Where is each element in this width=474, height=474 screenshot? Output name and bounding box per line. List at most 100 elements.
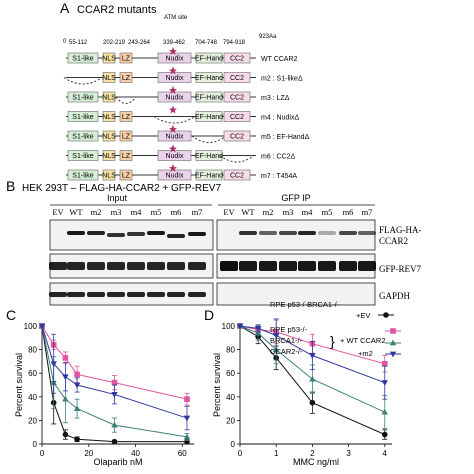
y-axis-label: Percent survival — [212, 353, 222, 417]
lane-label: EV — [223, 207, 235, 217]
domain-box — [102, 130, 116, 142]
y-axis-label: Percent survival — [14, 353, 24, 417]
blot-band — [358, 261, 376, 271]
chart-d: 0 20 40 60 80 100 0 1 2 3 4 MMC ng/ml Percent surviv… — [212, 318, 392, 467]
mutant-label: m2 : S1-likeΔ — [261, 76, 303, 83]
data-point — [272, 333, 280, 339]
mutant-label: m5 : EF-HandΔ — [261, 134, 310, 141]
data-point — [111, 392, 118, 398]
x-tick-label: 2 — [310, 449, 315, 458]
y-tick-label: 80 — [28, 346, 37, 355]
domain-label: LZ — [122, 56, 131, 63]
blot-label-flag-1: FLAG-HA- — [379, 225, 422, 235]
domain-label: NLS — [102, 95, 116, 102]
mutant-row: S1-like NLS LZ EF-Hand CC2 m4 : NudixΔ — [66, 105, 299, 124]
range-cc2: 794-918 — [223, 40, 246, 46]
domain-box — [102, 150, 116, 161]
x-tick-label: 0 — [40, 449, 45, 458]
blot-label-gapdh: GAPDH — [379, 291, 411, 301]
data-point — [62, 431, 69, 438]
domain-label: NLS — [102, 114, 116, 121]
mutant-row: S1-like NLS Nudix EF-Hand CC2 m3 : LZΔ — [66, 86, 290, 104]
blot-band — [279, 261, 297, 271]
domain-label: S1-like — [72, 173, 94, 180]
series-line — [41, 325, 188, 419]
lane-label: m2 — [263, 207, 274, 217]
data-point — [236, 323, 244, 330]
legend-d: RPE p53-/-BRCA1-/- RPE p53-/- BRCA1-/- C… — [270, 300, 401, 358]
x-tick-label: 1 — [274, 449, 279, 458]
domain-box — [67, 111, 99, 122]
blot-label-flag: FLAG-HA- — [379, 225, 422, 235]
series — [38, 322, 191, 441]
blot-band — [127, 262, 145, 270]
data-point — [254, 325, 262, 332]
blot-band — [67, 231, 85, 235]
blot-band — [339, 261, 357, 271]
blot-band — [358, 231, 376, 235]
domain-label: EF-Hand — [195, 56, 223, 63]
domain-box — [67, 150, 99, 161]
domain-label: S1-like — [72, 95, 94, 102]
blot-band — [318, 231, 336, 235]
y-tick-label: 40 — [28, 393, 37, 402]
atm-site-marker — [169, 105, 177, 114]
data-point — [73, 382, 81, 389]
legend-marker — [389, 351, 397, 358]
data-point — [111, 421, 118, 428]
legend-marker — [390, 328, 396, 334]
domain-box — [119, 111, 133, 122]
lane-label: m4 — [131, 207, 143, 217]
y-tick-label: 60 — [226, 369, 235, 378]
blot-band — [298, 261, 316, 271]
legend-group-1: RPE p53-/- — [270, 325, 308, 334]
panel-c-letter: C — [6, 307, 16, 323]
domain-box — [102, 52, 116, 64]
blot-band — [67, 262, 85, 270]
domain-label: LZ — [122, 153, 131, 160]
gfp-ip-label: GFP IP — [281, 193, 310, 203]
series-line — [41, 325, 188, 400]
mutant-label: m6 : CC2Δ — [261, 154, 296, 161]
domain-box — [102, 169, 116, 181]
series — [38, 323, 191, 431]
blot-band — [127, 292, 145, 297]
input-label: Input — [107, 193, 128, 203]
data-point — [309, 399, 316, 406]
legend-markers — [378, 312, 401, 358]
legend-cell-line: RPE p53-/-BRCA1-/- — [270, 300, 340, 309]
y-tick-label: 40 — [226, 393, 235, 402]
y-tick-label: 100 — [24, 322, 38, 331]
domain-box — [102, 91, 116, 103]
domain-box — [195, 169, 223, 181]
blot-band — [259, 231, 277, 235]
domain-label: CC2 — [230, 173, 244, 180]
panel-a: A CCAR2 mutants ATM site 0 923Aa 55-112 … — [60, 0, 310, 181]
domain-label: LZ — [122, 173, 131, 180]
blot-band — [298, 231, 316, 235]
lane-label: m5 — [322, 207, 333, 217]
blot-band — [167, 234, 185, 238]
x-tick-label: 4 — [383, 449, 388, 458]
blot-band — [147, 231, 165, 235]
lane-label: m3 — [283, 207, 294, 217]
x-tick-label: 60 — [178, 449, 187, 458]
lane-label: m7 — [192, 207, 203, 217]
data-point — [74, 436, 80, 443]
atm-site-marker — [169, 164, 177, 172]
lane-label: m6 — [171, 207, 182, 217]
blot-band — [239, 261, 257, 271]
y-tick-label: 0 — [231, 440, 236, 449]
atm-site-marker — [169, 125, 177, 133]
panel-c: C 0 20 40 60 80 100 0 20 40 60 Olaparib nM Percent … — [6, 307, 194, 467]
blots — [49, 219, 376, 306]
domain-label: CC2 — [230, 75, 244, 82]
y-tick-label: 100 — [222, 322, 236, 331]
data-point — [50, 361, 57, 368]
lane-label: m5 — [151, 207, 162, 217]
mutant-row: NLS LZ Nudix EF-Hand CC2 m2 : S1-likeΔ — [63, 66, 303, 85]
blot-band — [87, 231, 105, 235]
x-axis-label: Olaparib nM — [93, 457, 142, 467]
mutant-row: S1-like NLS LZ Nudix EF-Hand CC2 m7 : T454A — [66, 164, 297, 181]
